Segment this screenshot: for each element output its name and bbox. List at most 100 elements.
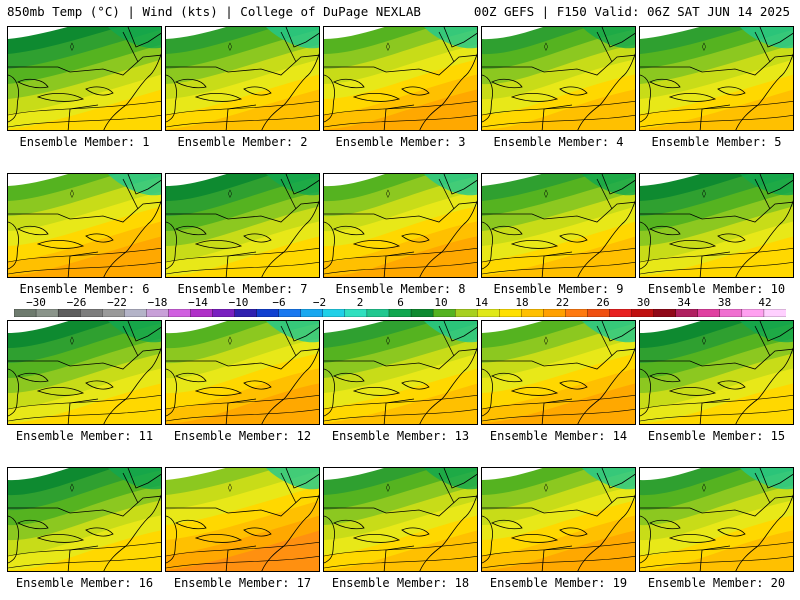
ensemble-member-map: ◊: [481, 467, 636, 572]
colorbar-tick-label: −22: [107, 296, 127, 309]
svg-text:◊: ◊: [386, 42, 390, 51]
ensemble-member-label: Ensemble Member: 20: [647, 576, 786, 590]
svg-text:◊: ◊: [228, 42, 232, 51]
ensemble-member-map: ◊: [165, 173, 320, 278]
colorbar-tick-label: −6: [272, 296, 286, 309]
colorbar-segment: [631, 309, 655, 317]
colorbar-segment: [190, 309, 214, 317]
ensemble-member-label: Ensemble Member: 13: [331, 429, 470, 443]
svg-text:◊: ◊: [544, 42, 548, 51]
colorbar-tick-label: 2: [356, 296, 364, 309]
ensemble-member-label: Ensemble Member: 9: [493, 282, 624, 296]
svg-text:◊: ◊: [702, 483, 706, 492]
ensemble-member-label: Ensemble Member: 8: [335, 282, 466, 296]
svg-text:◊: ◊: [386, 189, 390, 198]
model-run-valid-time: 00Z GEFS | F150 Valid: 06Z SAT JUN 14 20…: [473, 4, 790, 19]
colorbar-segment: [521, 309, 545, 317]
colorbar-tick-label: 42: [758, 296, 772, 309]
ensemble-member-map: ◊: [323, 26, 478, 131]
ensemble-member-map: ◊: [323, 467, 478, 572]
ensemble-member-map: ◊: [639, 320, 794, 425]
colorbar-segment: [102, 309, 125, 317]
ensemble-member-map: ◊: [481, 173, 636, 278]
colorbar-tick-label: 14: [474, 296, 489, 309]
svg-text:◊: ◊: [544, 336, 548, 345]
colorbar-segment: [388, 309, 412, 317]
ensemble-member-label: Ensemble Member: 11: [15, 429, 154, 443]
colorbar-tick-label: 6: [397, 296, 404, 309]
ensemble-member-map: ◊: [323, 173, 478, 278]
ensemble-member-label: Ensemble Member: 7: [177, 282, 308, 296]
temperature-colorbar: [14, 309, 786, 317]
ensemble-member-map: ◊: [639, 173, 794, 278]
ensemble-member-label: Ensemble Member: 16: [15, 576, 154, 590]
ensemble-member-label: Ensemble Member: 17: [173, 576, 312, 590]
colorbar-segment: [499, 309, 522, 317]
svg-text:◊: ◊: [702, 42, 706, 51]
colorbar-segment: [587, 309, 611, 317]
ensemble-member-map: ◊: [7, 26, 162, 131]
colorbar-tick-label: −18: [147, 296, 168, 309]
ensemble-member-label: Ensemble Member: 15: [647, 429, 786, 443]
colorbar-segment: [697, 309, 721, 317]
colorbar-segment: [256, 309, 280, 317]
colorbar-segment: [124, 309, 147, 317]
colorbar-tick-label: 26: [596, 296, 610, 309]
colorbar-tick-label: 10: [434, 296, 448, 309]
ensemble-member-map: ◊: [7, 320, 162, 425]
ensemble-member-label: Ensemble Member: 1: [19, 135, 150, 149]
colorbar-segment: [763, 309, 786, 317]
ensemble-member-label: Ensemble Member: 12: [173, 429, 312, 443]
colorbar-segment: [741, 309, 765, 317]
colorbar-segment: [454, 309, 478, 317]
svg-text:◊: ◊: [702, 336, 706, 345]
svg-text:◊: ◊: [702, 189, 706, 198]
svg-text:◊: ◊: [70, 483, 74, 492]
colorbar-segment: [322, 309, 346, 317]
ensemble-member-map: ◊: [481, 26, 636, 131]
svg-text:◊: ◊: [228, 336, 232, 345]
map-title: 850mb Temp (°C) | Wind (kts) | College o…: [7, 4, 421, 19]
colorbar-segment: [168, 309, 192, 317]
ensemble-member-label: Ensemble Member: 5: [651, 135, 782, 149]
colorbar-segment: [366, 309, 390, 317]
ensemble-member-label: Ensemble Member: 3: [335, 135, 466, 149]
colorbar-segment: [14, 309, 37, 317]
colorbar-segment: [234, 309, 258, 317]
ensemble-member-map: ◊: [639, 26, 794, 131]
colorbar-segment: [432, 309, 456, 317]
svg-text:◊: ◊: [544, 483, 548, 492]
colorbar-segment: [278, 309, 302, 317]
ensemble-member-map: ◊: [165, 320, 320, 425]
colorbar-tick-label: −10: [228, 296, 249, 309]
colorbar-segment: [565, 309, 589, 317]
ensemble-member-label: Ensemble Member: 19: [489, 576, 628, 590]
ensemble-member-map: ◊: [165, 26, 320, 131]
colorbar-tick-label: 18: [515, 296, 529, 309]
svg-text:◊: ◊: [386, 483, 390, 492]
colorbar-segment: [300, 309, 324, 317]
colorbar-segment: [653, 309, 677, 317]
ensemble-member-label: Ensemble Member: 10: [647, 282, 786, 296]
colorbar-tick-label: −14: [188, 296, 208, 309]
colorbar-segment: [146, 309, 170, 317]
ensemble-member-label: Ensemble Member: 14: [489, 429, 628, 443]
ensemble-member-map: ◊: [7, 467, 162, 572]
colorbar-segment: [80, 309, 103, 317]
colorbar-segment: [344, 309, 368, 317]
colorbar-tick-label: 30: [636, 296, 651, 309]
svg-text:◊: ◊: [228, 189, 232, 198]
colorbar-tick-label: 22: [555, 296, 570, 309]
ensemble-member-label: Ensemble Member: 18: [331, 576, 470, 590]
colorbar-segment: [35, 309, 59, 317]
colorbar-segment: [477, 309, 500, 317]
colorbar-tick-label: −30: [26, 296, 46, 309]
ensemble-member-map: ◊: [323, 320, 478, 425]
colorbar-tick-label: 38: [717, 296, 732, 309]
colorbar-tick-label: 34: [677, 296, 691, 309]
colorbar-segment: [675, 309, 699, 317]
ensemble-member-map: ◊: [7, 173, 162, 278]
ensemble-member-map: ◊: [481, 320, 636, 425]
svg-text:◊: ◊: [228, 483, 232, 492]
ensemble-member-label: Ensemble Member: 6: [19, 282, 150, 296]
